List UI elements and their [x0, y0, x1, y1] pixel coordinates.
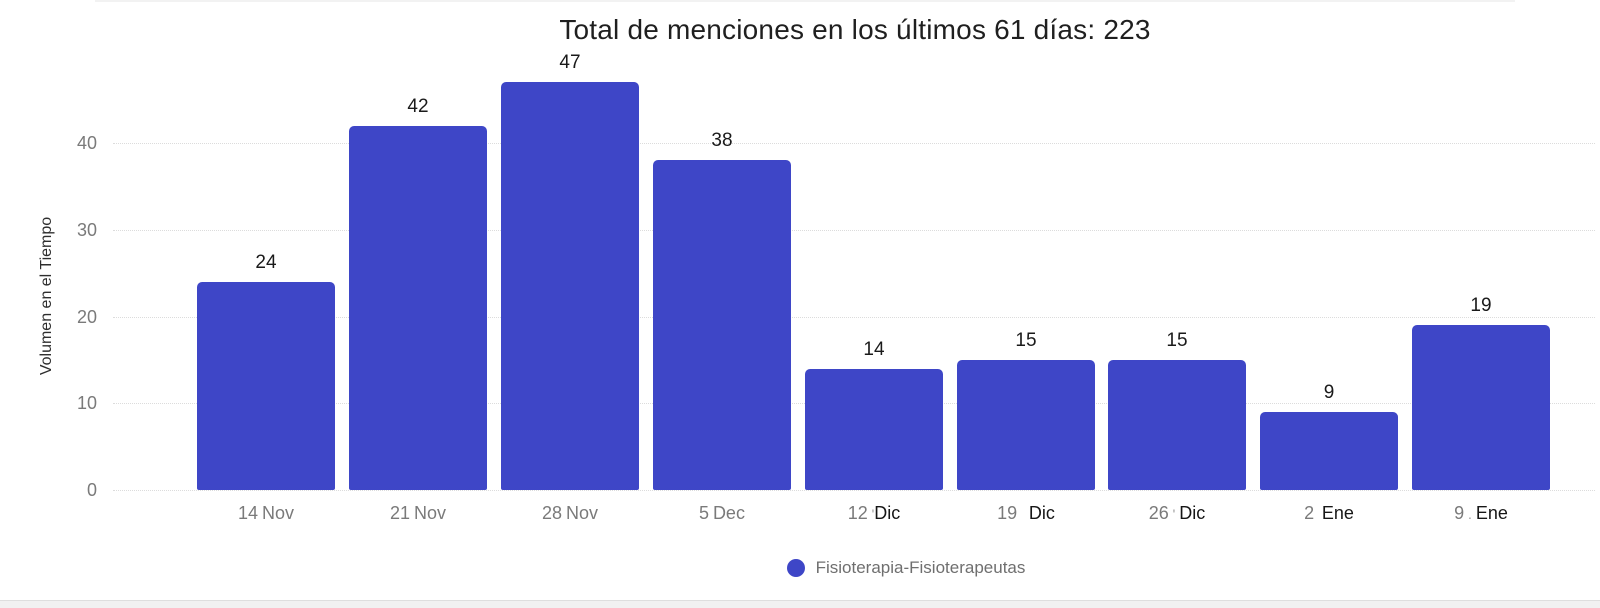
x-tick-separator [1314, 506, 1322, 522]
bar-value-label: 42 [407, 96, 429, 117]
chart-legend: Fisioterapia-Fisioterapeutas [0, 555, 1600, 581]
x-tick-day: 2 [1304, 503, 1315, 523]
x-tick-label-5-dec: 5 Dec [642, 500, 802, 526]
x-tick-separator [1017, 506, 1029, 522]
top-divider [95, 0, 1515, 2]
gridline-y-30 [113, 230, 1595, 231]
x-tick-separator: . [1464, 506, 1476, 522]
x-tick-month: Nov [413, 503, 446, 523]
y-tick-label-30: 30 [76, 220, 97, 240]
x-tick-day: 14 [238, 503, 259, 523]
gridline-y-20 [113, 317, 1595, 318]
bar-21-nov[interactable] [349, 126, 487, 490]
bar-value-label: 15 [1015, 330, 1037, 351]
x-tick-day: 12 [847, 503, 868, 523]
bar-value-label: 15 [1166, 330, 1188, 351]
x-tick-label-14-nov: 14 Nov [186, 500, 346, 526]
bar-12-dic[interactable] [805, 369, 943, 490]
x-tick-label-21-nov: 21 Nov [338, 500, 498, 526]
x-tick-label-26-dic: 26 ' Dic [1097, 500, 1257, 526]
x-tick-day: 26 [1148, 503, 1169, 523]
bar-value-label: 38 [711, 130, 733, 151]
bar-2-ene[interactable] [1260, 412, 1398, 490]
x-tick-day: 21 [390, 503, 411, 523]
x-tick-day: 19 [997, 503, 1018, 523]
x-tick-day: 9 [1454, 503, 1465, 523]
gridline-y-0 [113, 490, 1595, 491]
x-tick-month: Ene [1321, 503, 1354, 523]
x-tick-label-2-ene: 2 Ene [1249, 500, 1409, 526]
chart-title: Total de menciones en los últimos 61 día… [559, 14, 1151, 45]
bar-14-nov[interactable] [197, 282, 335, 490]
bar-19-dic[interactable] [957, 360, 1095, 490]
x-tick-month: Nov [565, 503, 598, 523]
card-bottom-edge [0, 600, 1600, 608]
bar-28-nov[interactable] [501, 82, 639, 490]
bar-9-ene[interactable] [1412, 325, 1550, 490]
y-tick-label-0: 0 [86, 480, 97, 500]
bar-value-label: 47 [559, 52, 581, 73]
x-tick-separator: ' [867, 506, 875, 522]
x-tick-label-19-dic: 19 Dic [946, 500, 1106, 526]
bar-value-label: 19 [1470, 295, 1492, 316]
x-tick-day: 28 [542, 503, 563, 523]
x-tick-day: 5 [699, 503, 710, 523]
x-tick-label-12-dic: 12 'Dic [794, 500, 954, 526]
y-tick-label-20: 20 [76, 307, 97, 327]
y-tick-label-40: 40 [76, 133, 97, 153]
x-tick-month: Dic [874, 503, 901, 523]
legend-series-label[interactable]: Fisioterapia-Fisioterapeutas [815, 558, 1026, 577]
bar-5-dec[interactable] [653, 160, 791, 490]
x-tick-month: Ene [1475, 503, 1508, 523]
x-tick-label-28-nov: 28 Nov [490, 500, 650, 526]
x-tick-label-9-ene: 9 . Ene [1401, 500, 1561, 526]
bar-value-label: 24 [255, 252, 277, 273]
x-tick-separator: ' [1168, 506, 1180, 522]
bar-26-dic[interactable] [1108, 360, 1246, 490]
gridline-y-40 [113, 143, 1595, 144]
x-tick-month: Dic [1179, 503, 1206, 523]
bar-value-label: 9 [1323, 382, 1335, 403]
x-tick-month: Dic [1028, 503, 1055, 523]
x-tick-month: Dec [712, 503, 745, 523]
y-tick-label-10: 10 [76, 393, 97, 413]
bar-value-label: 14 [863, 339, 885, 360]
legend-series-dot[interactable] [786, 559, 805, 577]
x-tick-month: Nov [261, 503, 294, 523]
